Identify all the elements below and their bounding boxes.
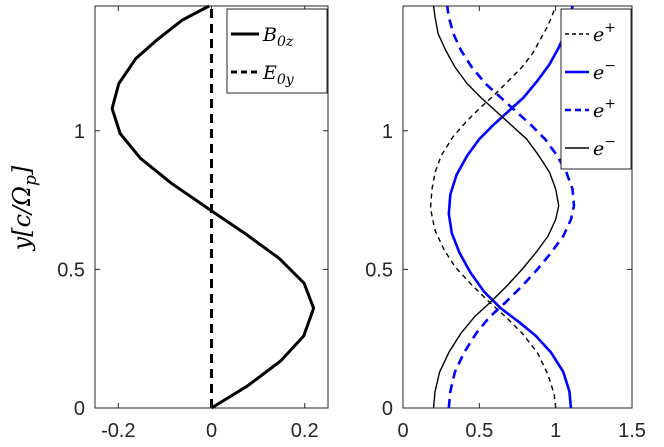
left-legend-box: [226, 8, 328, 94]
right-ytick-label: 0.5: [365, 259, 393, 281]
left-ytick-label: 0: [74, 398, 85, 420]
right-legend-label: e−: [593, 58, 616, 84]
right-xtick-label: 1: [550, 420, 561, 442]
left-xtick-label: 0: [206, 420, 217, 442]
left-legend-label: E0y: [262, 62, 295, 88]
right-series-group: [429, 5, 576, 409]
left-ytick-label: 0.5: [57, 259, 85, 281]
right-series-3-line: [432, 5, 560, 409]
right-xtick-label: 0.5: [465, 420, 493, 442]
right-legend-box: [560, 8, 632, 170]
left-series-0-line: [110, 4, 316, 410]
right-ytick-label: 0: [382, 398, 393, 420]
left-series-group: [110, 4, 316, 410]
right-xtick-label: 0: [397, 420, 408, 442]
left-xtick-label: 0.2: [291, 420, 319, 442]
y-axis-label-text: y[c/Ωp]: [8, 165, 41, 251]
right-series-0-line: [429, 5, 557, 409]
right-xtick-label: 1.5: [618, 420, 646, 442]
left-ticks: -0.2 0 0.2 0 0.5 1: [57, 6, 328, 442]
right-ytick-label: 1: [382, 121, 393, 143]
left-xtick-label: -0.2: [101, 420, 135, 442]
right-ticks: 0 0.5 1 1.5 0 0.5 1: [365, 6, 646, 442]
y-axis-label: y[c/Ωp]: [8, 165, 41, 251]
right-legend: e+ e− e+ e−: [560, 8, 632, 170]
left-legend-label: B0z: [262, 24, 294, 50]
left-ytick-label: 1: [74, 121, 85, 143]
right-panel: 0 0.5 1 1.5 0 0.5 1 e+ e− e+ e−: [365, 5, 646, 442]
right-legend-label: e+: [593, 96, 616, 122]
right-series-1-line: [447, 5, 574, 409]
right-legend-label: e−: [593, 134, 616, 160]
right-legend-label: e+: [593, 20, 616, 46]
